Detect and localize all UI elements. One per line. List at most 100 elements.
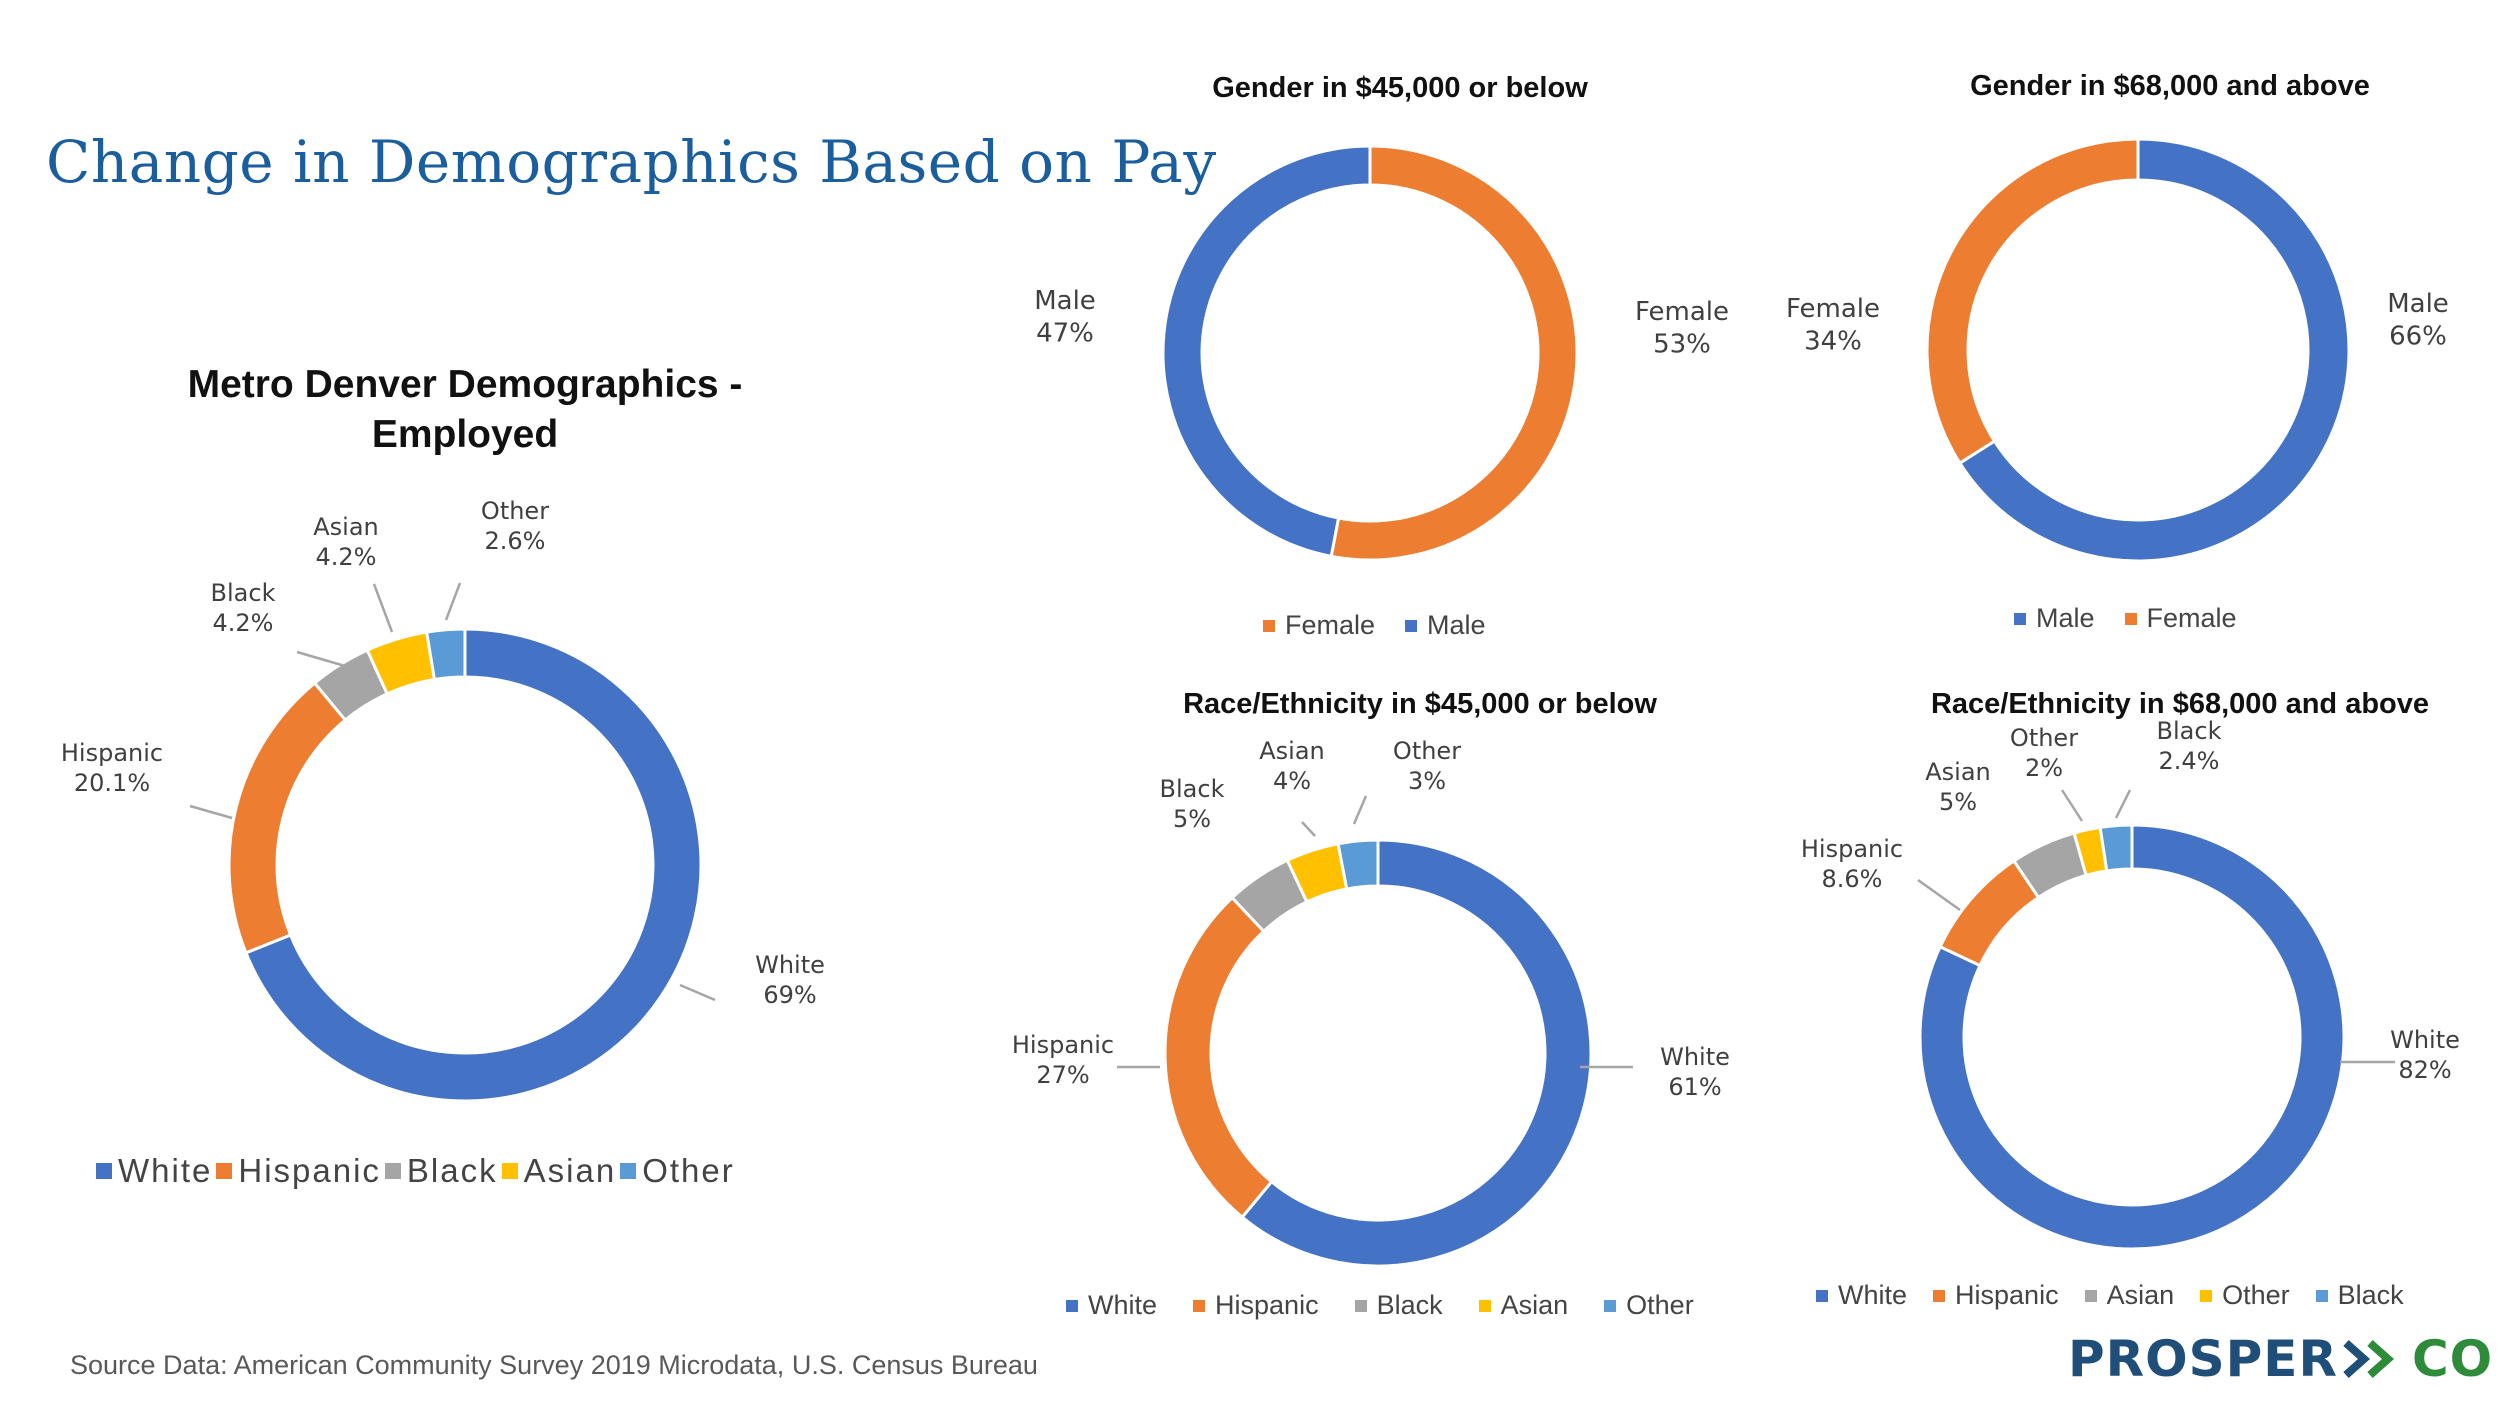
legend-item-white: White xyxy=(96,1152,212,1190)
slice-other xyxy=(1336,838,1380,891)
leader-line xyxy=(189,804,233,820)
slice-hispanic xyxy=(227,680,348,955)
data-label-value: 47% xyxy=(1036,318,1094,348)
legend-swatch xyxy=(2014,612,2026,625)
leader-line xyxy=(679,983,716,1002)
legend-swatch xyxy=(2315,1289,2328,1302)
data-label-category: Black xyxy=(2157,717,2222,745)
data-label-value: 3% xyxy=(1408,767,1446,795)
leader-line xyxy=(1917,878,1961,912)
slice-white xyxy=(1240,838,1593,1268)
legend-label: Hispanic xyxy=(1215,1290,1319,1320)
data-label-category: White xyxy=(2390,1026,2460,1054)
data-label-value: 2.6% xyxy=(485,527,546,555)
legend-label: Asian xyxy=(1500,1290,1569,1320)
leader-line xyxy=(444,582,462,621)
legend-item-male: Male xyxy=(2014,603,2095,634)
legend-label: Hispanic xyxy=(238,1152,381,1189)
legend-swatch xyxy=(1604,1299,1617,1312)
chart-title-denver-line2: Employed xyxy=(371,413,559,456)
leader-line xyxy=(296,650,346,668)
logo-word-co: CO xyxy=(2411,1330,2494,1388)
data-label-value: 4.2% xyxy=(316,543,377,571)
data-label-value: 27% xyxy=(1036,1061,1089,1089)
legend-label: Asian xyxy=(523,1152,617,1189)
legend-label: White xyxy=(1088,1290,1158,1320)
legend-swatch xyxy=(384,1163,401,1179)
data-label-value: 2.4% xyxy=(2159,747,2220,775)
chart-legend: White Hispanic Asian Other Black xyxy=(1816,1280,2430,1311)
data-label-category: Asian xyxy=(1259,737,1325,765)
leader-line xyxy=(1352,795,1368,825)
legend-item-asian: Asian xyxy=(1478,1290,1569,1321)
slice-other xyxy=(424,627,467,682)
chart-legend: Female Male xyxy=(1263,610,1516,641)
legend-swatch xyxy=(2084,1289,2097,1302)
data-label-category: Male xyxy=(2387,289,2449,319)
legend-item-female: Female xyxy=(1263,610,1375,641)
chart-title-denver: Metro Denver Demographics - Employed xyxy=(160,360,770,460)
legend-label: White xyxy=(118,1152,213,1189)
legend-item-asian: Asian xyxy=(501,1152,617,1190)
data-label-value: 4.2% xyxy=(213,609,274,637)
data-label-category: White xyxy=(755,951,825,979)
legend-swatch xyxy=(1405,619,1418,632)
slice-female xyxy=(1925,137,2140,466)
leader-line xyxy=(372,583,394,633)
data-label-value: 34% xyxy=(1804,326,1862,356)
legend-label: Other xyxy=(2222,1280,2290,1310)
prosper-co-logo: PROSPER CO xyxy=(2068,1330,2493,1388)
data-label-value: 69% xyxy=(763,981,816,1009)
data-label-value: 2% xyxy=(2025,754,2063,782)
chart-legend: White Hispanic Black Asian Other xyxy=(96,1152,739,1190)
data-label-category: Female xyxy=(1786,294,1880,324)
legend-label: Black xyxy=(2337,1280,2404,1310)
slice-male xyxy=(1161,144,1372,559)
legend-label: White xyxy=(1838,1280,1908,1310)
legend-swatch xyxy=(1816,1289,1828,1302)
slice-black xyxy=(2098,823,2134,873)
legend-swatch xyxy=(1933,1289,1946,1302)
legend-swatch xyxy=(1193,1299,1206,1312)
chart-legend: White Hispanic Black Asian Other xyxy=(1066,1290,1730,1321)
data-label-category: Other xyxy=(1393,737,1461,765)
chart-legend: Male Female xyxy=(2014,603,2267,634)
legend-item-black: Black xyxy=(384,1152,498,1190)
logo-word-prosper: PROSPER xyxy=(2068,1330,2338,1388)
chart-title-race-low: Race/Ethnicity in $45,000 or below xyxy=(1183,688,1657,720)
source-note: Source Data: American Community Survey 2… xyxy=(70,1350,1038,1380)
chart-title-gender-high: Gender in $68,000 and above xyxy=(1970,70,2370,102)
legend-item-other: Other xyxy=(1604,1290,1694,1321)
legend-label: Asian xyxy=(2106,1280,2175,1310)
legend-item-hispanic: Hispanic xyxy=(1933,1280,2059,1311)
legend-swatch xyxy=(2124,612,2137,625)
slice-female xyxy=(1329,144,1579,562)
legend-item-white: White xyxy=(1066,1290,1157,1321)
legend-swatch xyxy=(620,1163,637,1179)
data-label-category: Black xyxy=(211,579,276,607)
legend-swatch xyxy=(1263,619,1275,632)
legend-label: Male xyxy=(2036,603,2095,633)
legend-swatch xyxy=(96,1163,112,1179)
legend-label: Female xyxy=(2146,603,2237,633)
data-label-category: Other xyxy=(2010,724,2078,752)
chart-title-race-high: Race/Ethnicity in $68,000 and above xyxy=(1930,688,2430,720)
leader-line xyxy=(1301,821,1316,837)
legend-label: Black xyxy=(1376,1290,1443,1320)
slice-male xyxy=(1957,137,2351,563)
data-label-value: 5% xyxy=(1173,805,1211,833)
legend-item-male: Male xyxy=(1405,610,1486,641)
data-label-value: 61% xyxy=(1668,1073,1721,1101)
data-label-value: 20.1% xyxy=(74,769,150,797)
data-label-value: 8.6% xyxy=(1822,865,1883,893)
legend-item-female: Female xyxy=(2124,603,2237,634)
legend-item-white: White xyxy=(1816,1280,1907,1311)
data-label-category: Male xyxy=(1034,286,1096,316)
legend-item-black: Black xyxy=(1354,1290,1443,1321)
legend-label: Black xyxy=(406,1152,498,1189)
data-label-category: Hispanic xyxy=(1012,1031,1114,1059)
data-label-value: 66% xyxy=(2389,321,2447,351)
data-label-category: Hispanic xyxy=(1801,835,1903,863)
slide-title: Change in Demographics Based on Pay xyxy=(46,128,1217,196)
